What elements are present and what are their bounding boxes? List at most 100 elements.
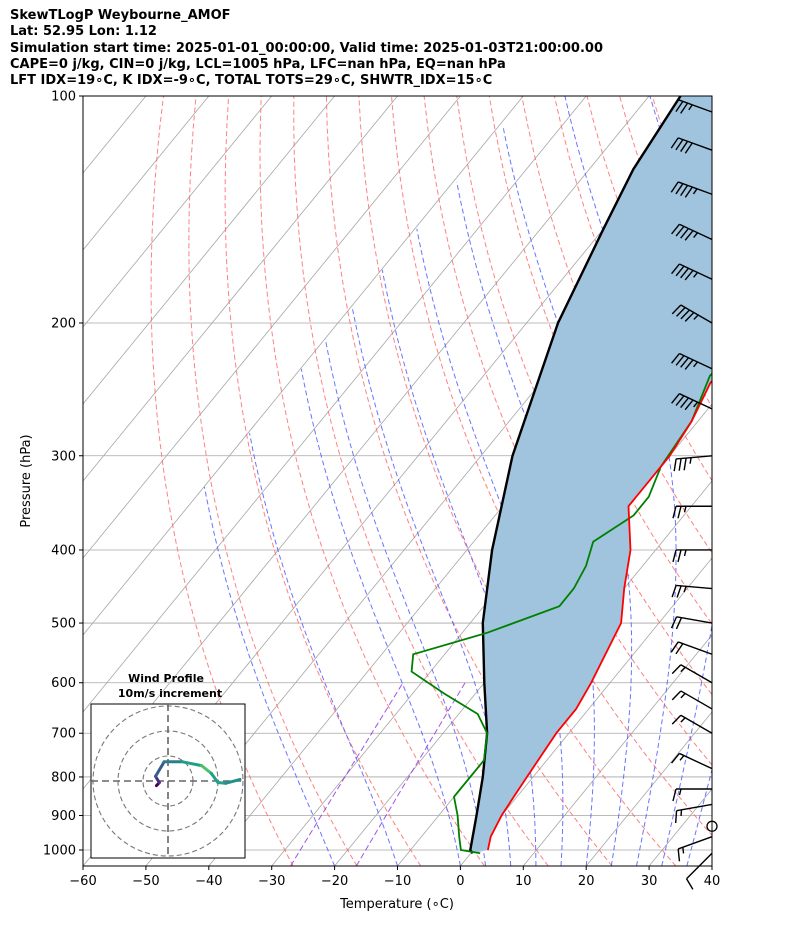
moist-adiabat [649,96,712,866]
time-line: Simulation start time: 2025-01-01_00:00:… [10,40,603,56]
isotherm [83,96,398,482]
cape-line: CAPE=0 j/kg, CIN=0 j/kg, LCL=1005 hPa, L… [10,56,506,72]
x-tick-label: 0 [456,874,464,889]
inset-title-line2: 10m/s increment [118,687,222,700]
wind-barb [672,788,712,802]
isotherm [711,865,712,866]
wind-barb [671,263,713,281]
wind-barb [671,304,713,324]
parcel-profile-line [469,96,682,855]
wind-barbs [670,99,718,890]
isotherm [522,634,712,866]
isotherm [83,96,587,713]
moist-adiabat [300,368,461,866]
y-tick-label: 400 [51,543,76,558]
wind-barb [670,641,713,655]
wind-barb [671,223,713,241]
wind-profile-inset: Wind Profile 10m/s increment [90,672,246,859]
dry-adiabat [224,96,422,866]
x-tick-label: 30 [641,874,658,889]
location-line: Lat: 52.95 Lon: 1.12 [10,24,157,40]
y-tick-label: 1000 [43,844,76,859]
x-tick-label: −20 [321,874,348,889]
x-tick-label: −60 [69,874,96,889]
y-tick-label: 100 [51,90,76,105]
dry-adiabat [188,96,358,866]
wind-barb [671,714,713,734]
moist-adiabat [249,433,398,866]
x-tick-label: −50 [132,874,159,889]
dry-adiabat [783,96,794,866]
dry-adiabat [717,96,794,866]
x-tick-label: 20 [578,874,595,889]
wind-barb [672,505,712,519]
x-tick-label: 40 [704,874,721,889]
chart-header: SkewTLogP Weybourne_AMOF Lat: 52.95 Lon:… [10,8,603,89]
cape-cin-shading [470,96,712,854]
dry-adiabat [750,96,794,866]
moist-adiabat [502,127,633,866]
y-axis-label: Pressure (hPa) [19,434,34,527]
hodograph-segment [154,760,166,778]
dry-adiabat [325,96,613,866]
axis-ticks: −60 −50 −40 −30 −20 −10 0 10 20 30 40 100 200 300 400 5… [43,90,720,890]
hodograph-segment [209,771,220,785]
wind-barb [671,664,713,684]
isotherm [460,557,712,866]
isotherm [83,96,273,328]
moist-adiabat [416,228,564,866]
hodograph-segment [224,777,242,785]
profile-lines [410,96,712,855]
wind-barb [672,549,712,563]
isotherm [83,96,84,97]
y-tick-label: 500 [51,617,76,632]
moist-adiabat [456,181,595,866]
mixing-ratio-line [290,682,404,866]
hodograph-segment [200,764,213,775]
moist-adiabat [351,306,512,866]
dry-adiabat [293,96,549,866]
isotherm [83,96,524,636]
x-tick-label: −10 [384,874,411,889]
wind-barb [670,616,713,630]
wind-barb [671,393,713,411]
isotherm [83,96,335,405]
x-axis-label: Temperature (∘C) [339,897,454,912]
y-tick-label: 600 [51,676,76,691]
wind-barb [671,352,713,370]
isotherm [585,711,712,866]
y-tick-label: 700 [51,727,76,742]
inset-title-line1: Wind Profile [128,672,204,685]
temperature-line [487,379,712,851]
y-tick-label: 300 [51,449,76,464]
isotherm [775,96,794,866]
x-tick-label: 10 [515,874,532,889]
isotherm [83,96,461,559]
wind-barb [670,99,713,114]
x-tick-label: −40 [195,874,222,889]
wind-barb [670,137,713,154]
dry-adiabat [423,96,712,766]
y-tick-label: 200 [51,316,76,331]
y-tick-label: 900 [51,809,76,824]
wind-barb [673,455,713,472]
wind-barb [670,181,713,198]
moist-adiabat [203,486,336,866]
mixing-ratio-line [355,682,466,866]
wind-barb [671,584,713,598]
x-tick-label: −30 [258,874,285,889]
y-tick-label: 800 [51,770,76,785]
index-line: LFT IDX=19∘C, K IDX=-9∘C, TOTAL TOTS=29∘… [10,73,493,89]
dry-adiabat [150,96,294,866]
wind-barb [685,852,713,890]
dry-adiabat [259,96,485,866]
moist-adiabat [324,338,487,866]
hodograph-segment [180,760,204,768]
wind-barb [677,835,713,862]
wind-barb [674,803,713,824]
wind-barb-calm [706,820,718,832]
isotherm [83,96,210,251]
wind-barb [671,690,713,710]
dewpoint-line [410,372,712,855]
